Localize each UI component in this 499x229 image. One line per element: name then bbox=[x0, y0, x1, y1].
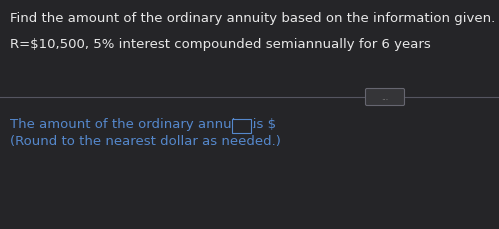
Text: R=$10,500, 5% interest compounded semiannually for 6 years: R=$10,500, 5% interest compounded semian… bbox=[10, 38, 431, 51]
Text: .: . bbox=[252, 118, 256, 131]
FancyBboxPatch shape bbox=[233, 118, 251, 133]
Text: The amount of the ordinary annuity is $: The amount of the ordinary annuity is $ bbox=[10, 118, 276, 131]
Text: (Round to the nearest dollar as needed.): (Round to the nearest dollar as needed.) bbox=[10, 135, 281, 148]
Text: Find the amount of the ordinary annuity based on the information given.: Find the amount of the ordinary annuity … bbox=[10, 12, 495, 25]
Text: ...: ... bbox=[381, 93, 389, 101]
FancyBboxPatch shape bbox=[365, 88, 405, 106]
